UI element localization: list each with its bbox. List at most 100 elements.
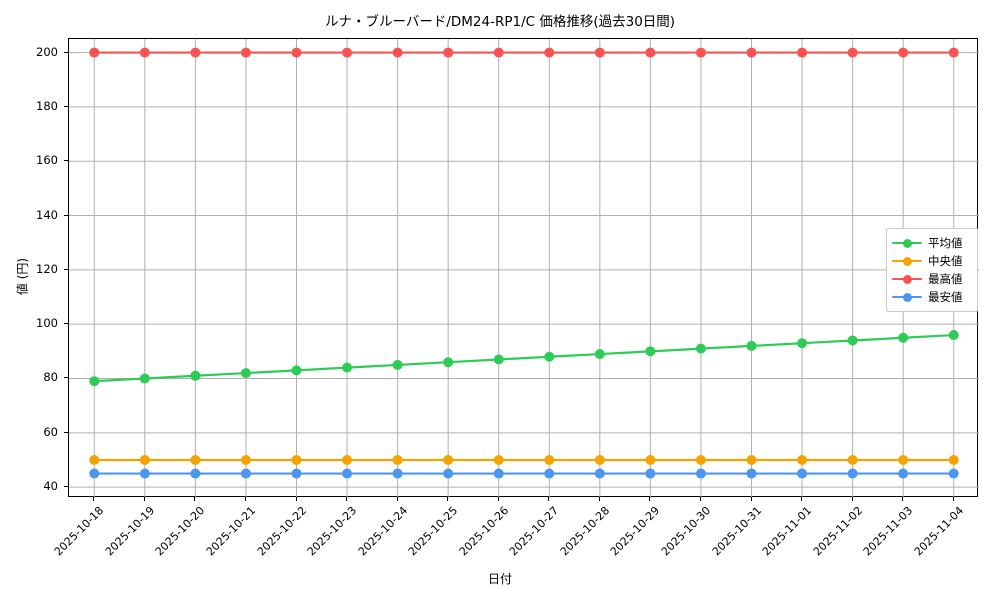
data-point bbox=[89, 47, 100, 58]
data-point bbox=[948, 330, 959, 341]
data-point bbox=[948, 454, 959, 465]
grid-lines bbox=[69, 39, 979, 498]
data-point bbox=[746, 340, 757, 351]
legend-marker-icon bbox=[892, 290, 922, 304]
data-point bbox=[89, 376, 100, 387]
data-point bbox=[695, 343, 706, 354]
y-tick-label: 180 bbox=[36, 98, 58, 113]
y-tick-mark bbox=[64, 160, 68, 162]
data-point bbox=[797, 338, 808, 349]
data-point bbox=[898, 332, 909, 343]
data-point bbox=[797, 468, 808, 479]
x-tick-mark bbox=[750, 497, 752, 501]
data-point bbox=[695, 47, 706, 58]
data-point bbox=[240, 468, 251, 479]
data-point bbox=[493, 454, 504, 465]
data-point bbox=[89, 454, 100, 465]
data-point bbox=[190, 468, 201, 479]
x-tick-mark bbox=[346, 497, 348, 501]
data-point bbox=[594, 349, 605, 360]
legend-item[interactable]: 最安値 bbox=[892, 288, 971, 306]
x-tick-mark bbox=[902, 497, 904, 501]
x-tick-mark bbox=[396, 497, 398, 501]
data-point bbox=[948, 47, 959, 58]
data-point bbox=[594, 47, 605, 58]
x-axis-label: 日付 bbox=[487, 572, 512, 586]
data-point bbox=[948, 468, 959, 479]
data-point bbox=[443, 47, 454, 58]
data-point bbox=[392, 47, 403, 58]
legend-item[interactable]: 中央値 bbox=[892, 252, 971, 270]
data-point bbox=[443, 357, 454, 368]
data-point bbox=[342, 468, 353, 479]
chart-legend: 平均値中央値最高値最安値 bbox=[886, 228, 978, 312]
x-tick-mark bbox=[952, 497, 954, 501]
data-point bbox=[746, 47, 757, 58]
data-point bbox=[645, 468, 656, 479]
data-point bbox=[493, 468, 504, 479]
data-point bbox=[89, 468, 100, 479]
x-tick-mark bbox=[649, 497, 651, 501]
data-point bbox=[240, 368, 251, 379]
data-point bbox=[695, 454, 706, 465]
data-point bbox=[544, 468, 555, 479]
x-tick-mark bbox=[699, 497, 701, 501]
x-tick-mark bbox=[143, 497, 145, 501]
data-point bbox=[746, 468, 757, 479]
data-point bbox=[240, 454, 251, 465]
plot-area bbox=[68, 38, 979, 498]
data-point bbox=[240, 47, 251, 58]
data-point bbox=[342, 362, 353, 373]
x-tick-mark bbox=[93, 497, 95, 501]
data-point bbox=[645, 47, 656, 58]
data-series-layer bbox=[89, 47, 959, 479]
legend-marker-icon bbox=[892, 254, 922, 268]
x-tick-mark bbox=[244, 497, 246, 501]
y-tick-label: 60 bbox=[43, 424, 58, 439]
data-point bbox=[645, 454, 656, 465]
chart-title: ルナ・ブルーバード/DM24-RP1/C 価格推移(過去30日間) bbox=[324, 14, 676, 30]
data-point bbox=[797, 454, 808, 465]
data-point bbox=[746, 454, 757, 465]
x-tick-mark bbox=[598, 497, 600, 501]
legend-item[interactable]: 最高値 bbox=[892, 270, 971, 288]
y-tick-mark bbox=[64, 377, 68, 379]
y-tick-mark bbox=[64, 323, 68, 325]
data-point bbox=[342, 454, 353, 465]
data-point bbox=[797, 47, 808, 58]
data-point bbox=[190, 47, 201, 58]
x-tick-mark bbox=[548, 497, 550, 501]
data-point bbox=[392, 454, 403, 465]
data-point bbox=[190, 370, 201, 381]
legend-item[interactable]: 平均値 bbox=[892, 234, 971, 252]
data-point bbox=[544, 351, 555, 362]
y-tick-mark bbox=[64, 214, 68, 216]
x-tick-mark bbox=[497, 497, 499, 501]
legend-label: 中央値 bbox=[928, 254, 963, 268]
data-point bbox=[139, 47, 150, 58]
legend-marker-icon bbox=[892, 236, 922, 250]
data-point bbox=[139, 468, 150, 479]
y-axis-label: 値 (円) bbox=[15, 257, 30, 296]
y-tick-label: 40 bbox=[43, 479, 58, 494]
data-point bbox=[898, 454, 909, 465]
data-point bbox=[139, 373, 150, 384]
y-tick-label: 80 bbox=[43, 370, 58, 385]
data-point bbox=[139, 454, 150, 465]
data-point bbox=[898, 468, 909, 479]
data-point bbox=[847, 47, 858, 58]
data-point bbox=[847, 335, 858, 346]
data-point bbox=[342, 47, 353, 58]
data-point bbox=[443, 454, 454, 465]
data-point bbox=[544, 47, 555, 58]
x-tick-mark bbox=[194, 497, 196, 501]
legend-label: 最安値 bbox=[928, 290, 963, 304]
data-point bbox=[291, 365, 302, 376]
data-point bbox=[392, 468, 403, 479]
data-point bbox=[392, 359, 403, 370]
data-point bbox=[594, 454, 605, 465]
x-tick-mark bbox=[447, 497, 449, 501]
y-tick-mark bbox=[64, 51, 68, 53]
y-tick-label: 140 bbox=[36, 207, 58, 222]
